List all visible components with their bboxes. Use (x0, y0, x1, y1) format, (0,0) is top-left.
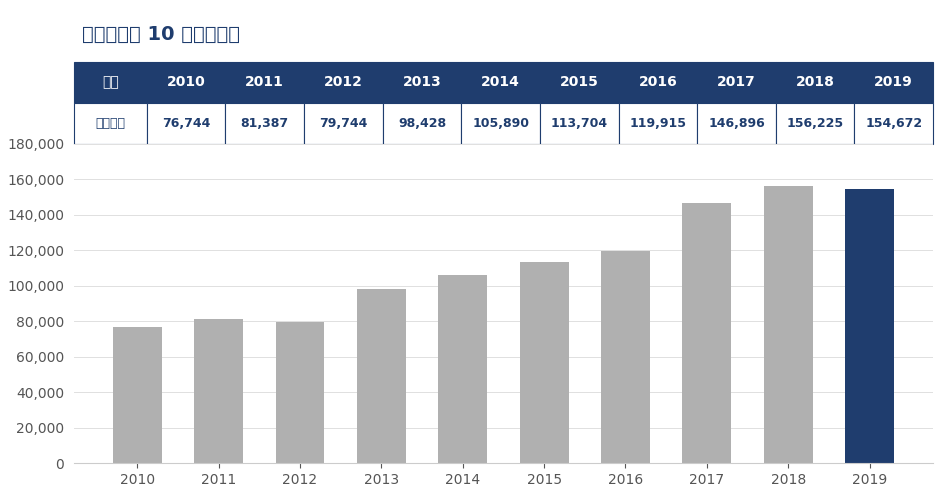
FancyBboxPatch shape (147, 62, 226, 103)
FancyBboxPatch shape (74, 62, 147, 103)
FancyBboxPatch shape (462, 62, 540, 103)
Text: 2014: 2014 (481, 75, 520, 89)
FancyBboxPatch shape (619, 103, 697, 144)
FancyBboxPatch shape (74, 103, 147, 144)
Bar (764, 186, 812, 463)
Bar (682, 203, 731, 463)
Text: 79,744: 79,744 (320, 117, 368, 130)
Text: 2015: 2015 (560, 75, 599, 89)
Text: 119,915: 119,915 (630, 117, 686, 130)
FancyBboxPatch shape (540, 62, 619, 103)
FancyBboxPatch shape (697, 103, 776, 144)
Text: 98,428: 98,428 (398, 117, 446, 130)
Bar (275, 322, 324, 463)
FancyBboxPatch shape (226, 103, 304, 144)
FancyBboxPatch shape (462, 103, 540, 144)
FancyBboxPatch shape (304, 103, 383, 144)
Bar (195, 319, 243, 463)
Text: 2010: 2010 (166, 75, 206, 89)
Bar (601, 250, 650, 463)
Text: 156,225: 156,225 (787, 117, 844, 130)
FancyBboxPatch shape (854, 62, 933, 103)
Bar (113, 327, 162, 463)
Bar (520, 261, 569, 463)
FancyBboxPatch shape (776, 62, 854, 103)
Text: 志願者数: 志願者数 (95, 117, 125, 130)
Text: 76,744: 76,744 (162, 117, 211, 130)
Text: 2018: 2018 (795, 75, 835, 89)
FancyBboxPatch shape (854, 103, 933, 144)
Text: 2019: 2019 (874, 75, 913, 89)
Text: 154,672: 154,672 (865, 117, 922, 130)
Text: 2011: 2011 (245, 75, 284, 89)
Text: 2016: 2016 (638, 75, 677, 89)
FancyBboxPatch shape (304, 62, 383, 103)
FancyBboxPatch shape (697, 62, 776, 103)
Bar (357, 288, 406, 463)
Text: 年度: 年度 (102, 75, 118, 89)
FancyBboxPatch shape (540, 103, 619, 144)
Text: 81,387: 81,387 (241, 117, 289, 130)
Text: 2017: 2017 (717, 75, 756, 89)
FancyBboxPatch shape (383, 62, 462, 103)
FancyBboxPatch shape (147, 103, 226, 144)
FancyBboxPatch shape (619, 62, 697, 103)
Text: 【志願者数 10 年間推移】: 【志願者数 10 年間推移】 (83, 25, 241, 44)
Bar (438, 275, 487, 463)
Text: 146,896: 146,896 (708, 117, 765, 130)
Text: 2013: 2013 (402, 75, 442, 89)
Bar (845, 189, 894, 463)
Text: 2012: 2012 (324, 75, 363, 89)
FancyBboxPatch shape (383, 103, 462, 144)
FancyBboxPatch shape (226, 62, 304, 103)
Text: 105,890: 105,890 (472, 117, 529, 130)
Text: 113,704: 113,704 (551, 117, 608, 130)
FancyBboxPatch shape (776, 103, 854, 144)
